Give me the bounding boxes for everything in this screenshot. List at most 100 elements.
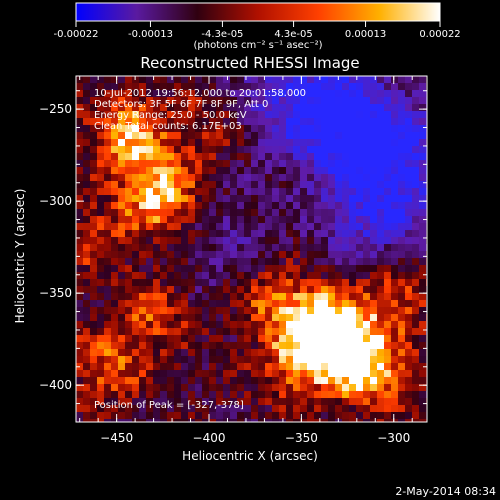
heatmap-cell — [272, 104, 280, 112]
heatmap-cell — [230, 307, 238, 315]
heatmap-cell — [419, 195, 427, 203]
heatmap-cell — [132, 160, 140, 168]
heatmap-cell — [328, 216, 336, 224]
heatmap-cell — [419, 167, 427, 175]
heatmap-cell — [405, 153, 413, 161]
heatmap-cell — [146, 153, 154, 161]
heatmap-cell — [391, 307, 399, 315]
heatmap-cell — [139, 321, 147, 329]
heatmap-cell — [104, 97, 112, 105]
heatmap-cell — [188, 258, 196, 266]
heatmap-cell — [258, 223, 266, 231]
heatmap-cell — [405, 405, 413, 413]
heatmap-cell — [181, 181, 189, 189]
heatmap-cell — [104, 258, 112, 266]
heatmap-cell — [146, 391, 154, 399]
heatmap-cell — [195, 321, 203, 329]
heatmap-cell — [412, 76, 420, 84]
heatmap-cell — [391, 265, 399, 273]
heatmap-cell — [377, 174, 385, 182]
heatmap-cell — [209, 335, 217, 343]
heatmap-cell — [230, 419, 238, 422]
heatmap-cell — [356, 202, 364, 210]
heatmap-cell — [104, 286, 112, 294]
heatmap-cell — [342, 398, 350, 406]
heatmap-cell — [195, 139, 203, 147]
heatmap-cell — [258, 83, 266, 91]
heatmap-cell — [223, 342, 231, 350]
heatmap-cell — [279, 328, 287, 336]
heatmap-cell — [125, 97, 133, 105]
heatmap-cell — [174, 363, 182, 371]
heatmap-cell — [230, 272, 238, 280]
heatmap-cell — [377, 384, 385, 392]
heatmap-cell — [370, 153, 378, 161]
heatmap-cell — [370, 97, 378, 105]
heatmap-cell — [265, 342, 273, 350]
heatmap-cell — [188, 405, 196, 413]
heatmap-cell — [153, 90, 161, 98]
heatmap-cell — [272, 139, 280, 147]
heatmap-cell — [307, 342, 315, 350]
heatmap-cell — [342, 83, 350, 91]
heatmap-cell — [356, 286, 364, 294]
heatmap-cell — [391, 335, 399, 343]
heatmap-cell — [293, 76, 301, 84]
heatmap-cell — [377, 286, 385, 294]
heatmap-cell — [160, 118, 168, 126]
heatmap-cell — [356, 125, 364, 133]
heatmap-cell — [321, 342, 329, 350]
heatmap-cell — [118, 223, 126, 231]
heatmap-cell — [398, 398, 406, 406]
heatmap-cell — [265, 104, 273, 112]
heatmap-cell — [76, 244, 84, 252]
heatmap-cell — [244, 258, 252, 266]
heatmap-cell — [349, 139, 357, 147]
heatmap-cell — [188, 412, 196, 420]
heatmap-cell — [300, 237, 308, 245]
heatmap-cell — [188, 398, 196, 406]
colorbar-ticks: -0.00022 -0.00013 -4.3e-05 4.3e-05 0.00013 0.… — [54, 21, 461, 40]
heatmap-cell — [167, 97, 175, 105]
heatmap-cell — [321, 300, 329, 308]
heatmap-cell — [279, 90, 287, 98]
heatmap-cell — [321, 188, 329, 196]
heatmap-cell — [384, 363, 392, 371]
heatmap-cell — [202, 195, 210, 203]
heatmap-cell — [118, 160, 126, 168]
heatmap-cell — [405, 90, 413, 98]
heatmap-cell — [83, 356, 91, 364]
heatmap-cell — [321, 146, 329, 154]
heatmap-cell — [188, 167, 196, 175]
heatmap-cell — [391, 209, 399, 217]
heatmap-cell — [272, 398, 280, 406]
heatmap-cell — [314, 76, 322, 84]
heatmap-cell — [293, 104, 301, 112]
heatmap-cell — [104, 167, 112, 175]
heatmap-cell — [251, 391, 259, 399]
heatmap-cell — [419, 342, 427, 350]
heatmap-cell — [391, 223, 399, 231]
heatmap-cell — [160, 223, 168, 231]
heatmap-cell — [111, 377, 119, 385]
heatmap-cell — [216, 384, 224, 392]
heatmap-cell — [237, 300, 245, 308]
heatmap-cell — [132, 258, 140, 266]
heatmap-cell — [258, 398, 266, 406]
heatmap-cell — [349, 146, 357, 154]
heatmap-cell — [146, 321, 154, 329]
heatmap-cell — [356, 132, 364, 140]
heatmap-cell — [363, 286, 371, 294]
heatmap-cell — [349, 237, 357, 245]
heatmap-cell — [104, 202, 112, 210]
heatmap-cell — [286, 244, 294, 252]
heatmap-cell — [258, 363, 266, 371]
heatmap-cell — [363, 167, 371, 175]
heatmap-cell — [125, 258, 133, 266]
heatmap-cell — [384, 398, 392, 406]
heatmap-cell — [209, 419, 217, 422]
heatmap-cell — [300, 146, 308, 154]
heatmap-cell — [363, 349, 371, 357]
heatmap-cell — [195, 328, 203, 336]
heatmap-cell — [230, 370, 238, 378]
